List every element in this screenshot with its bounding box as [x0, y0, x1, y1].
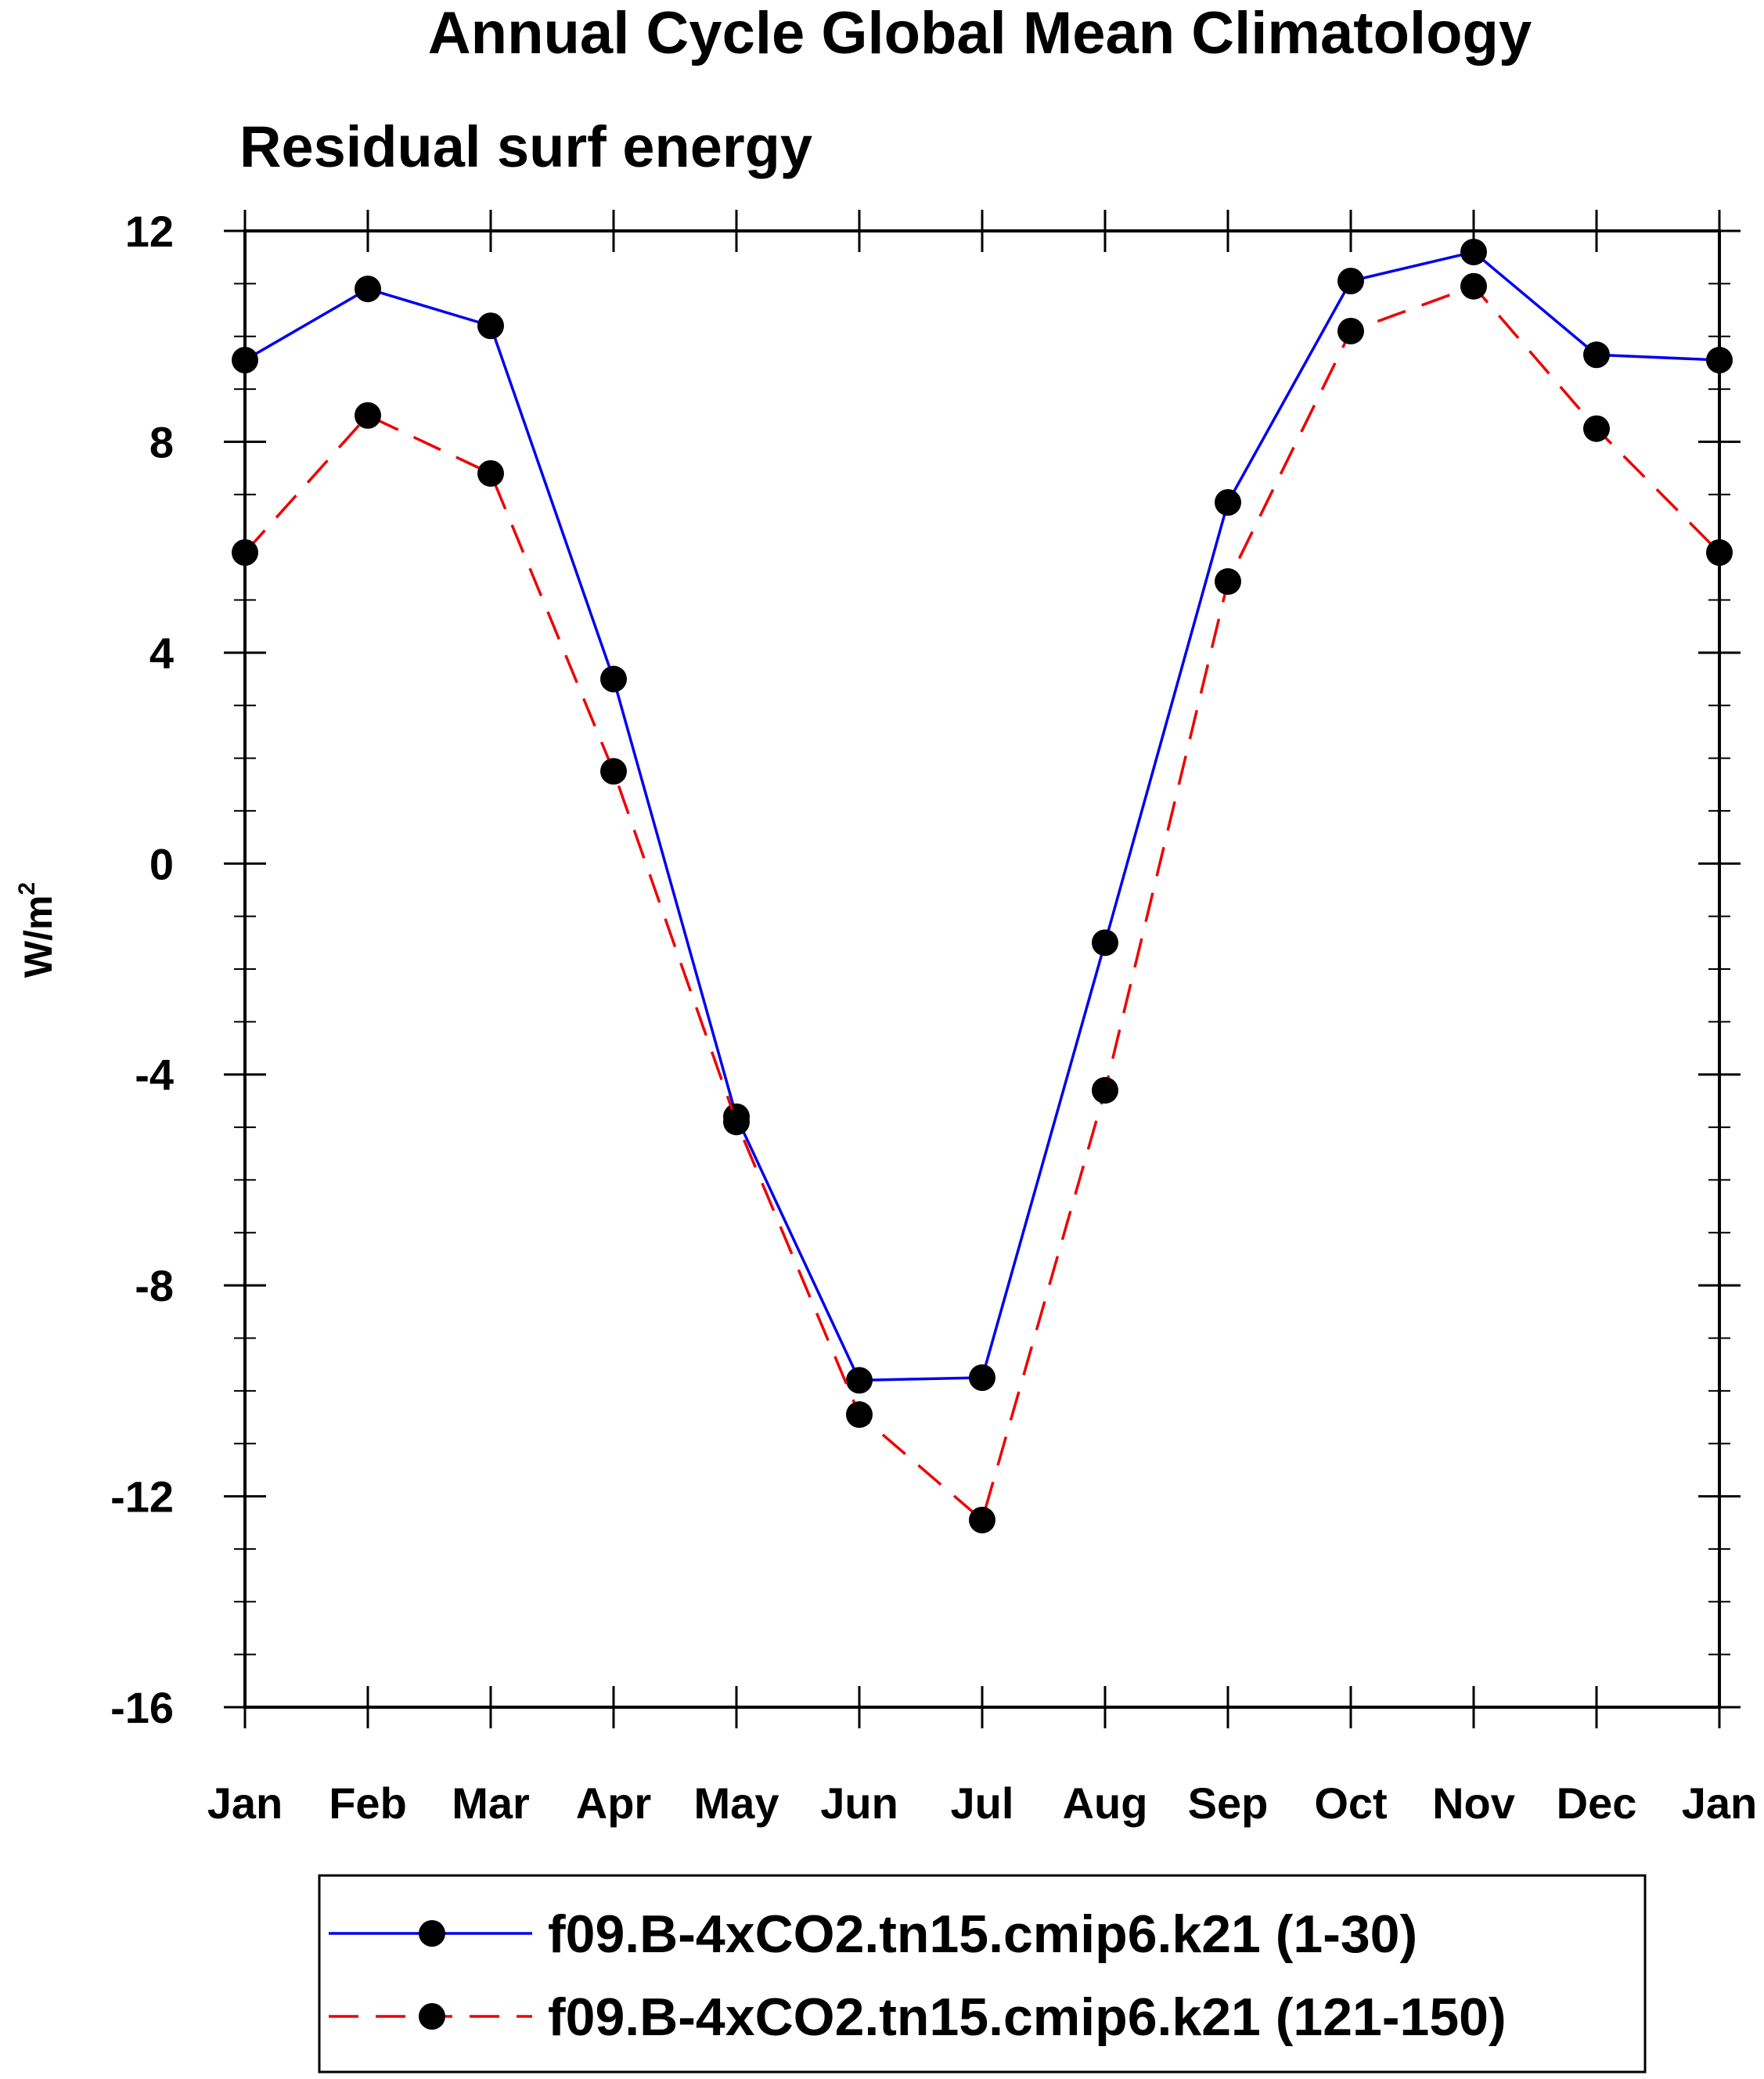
- series-point: [1460, 272, 1487, 300]
- svg-text:W/m2: W/m2: [14, 882, 60, 978]
- series-point: [600, 758, 627, 785]
- x-tick-label: Mar: [452, 1778, 530, 1828]
- series-point: [1337, 267, 1364, 294]
- series-point: [1337, 317, 1364, 344]
- axis-ticks: [224, 210, 1741, 1728]
- legend-marker: [419, 2003, 445, 2030]
- y-tick-labels: 12 8 4 0 -4 -8 -12 -16: [110, 207, 174, 1732]
- x-tick-label: Feb: [329, 1778, 407, 1828]
- series-point: [846, 1401, 873, 1429]
- x-tick-label: Jan: [1682, 1778, 1758, 1828]
- legend-label: f09.B-4xCO2.tn15.cmip6.k21 (121-150): [548, 1987, 1507, 2047]
- x-tick-label: Jun: [820, 1778, 898, 1828]
- y-tick-label: 12: [125, 207, 174, 256]
- plot-series: [232, 238, 1733, 1533]
- x-tick-label: Aug: [1063, 1778, 1148, 1828]
- series-point: [1460, 238, 1487, 265]
- x-tick-label: May: [694, 1778, 779, 1828]
- series-line: [244, 250, 1720, 1382]
- y-tick-label: 0: [149, 839, 174, 888]
- x-tick-label: Sep: [1188, 1778, 1269, 1828]
- y-tick-label: 4: [149, 629, 174, 678]
- y-tick-label: 8: [149, 417, 174, 467]
- x-tick-label: Jul: [951, 1778, 1014, 1828]
- series-point: [1583, 341, 1610, 369]
- series-point: [600, 665, 627, 693]
- chart-subtitle: Residual surf energy: [239, 114, 812, 179]
- y-axis-label-base: W/m: [16, 895, 60, 978]
- x-tick-label: Dec: [1557, 1778, 1637, 1828]
- y-tick-label: -16: [110, 1683, 174, 1732]
- x-tick-label: Oct: [1314, 1778, 1387, 1828]
- series-point: [723, 1108, 750, 1136]
- series-point: [1215, 488, 1241, 516]
- y-tick-label: -12: [110, 1472, 174, 1522]
- series-point: [355, 276, 381, 303]
- x-tick-label: Nov: [1432, 1778, 1515, 1828]
- legend-marker: [419, 1920, 445, 1947]
- legend-label: f09.B-4xCO2.tn15.cmip6.k21 (1-30): [548, 1904, 1417, 1964]
- series-point: [846, 1367, 873, 1394]
- y-tick-label: -4: [135, 1050, 174, 1100]
- series-point: [1092, 1076, 1118, 1104]
- series-point: [477, 312, 504, 340]
- x-tick-labels: Jan Feb Mar Apr May Jun Jul Aug Sep Oct Nov Dec Jan: [207, 1778, 1758, 1828]
- series-point: [969, 1506, 995, 1533]
- series-point: [1583, 415, 1610, 442]
- chart-title: Annual Cycle Global Mean Climatology: [428, 0, 1532, 67]
- legend-box: [318, 1874, 1647, 2074]
- legend-entry: f09.B-4xCO2.tn15.cmip6.k21 (121-150): [329, 1987, 1507, 2047]
- legend: f09.B-4xCO2.tn15.cmip6.k21 (1-30) f09.B-4…: [318, 1874, 1647, 2074]
- x-tick-label: Apr: [576, 1778, 651, 1828]
- series-line: [243, 284, 1721, 1522]
- y-tick-label: -8: [135, 1261, 174, 1310]
- series-point: [355, 402, 381, 429]
- plot-frame: [243, 229, 1721, 1709]
- legend-entry: f09.B-4xCO2.tn15.cmip6.k21 (1-30): [329, 1904, 1417, 1964]
- x-tick-label: Jan: [207, 1778, 283, 1828]
- series-point: [1215, 567, 1241, 595]
- y-axis-label-superscript: 2: [14, 882, 40, 895]
- series-point: [477, 459, 504, 487]
- series-point: [1092, 929, 1118, 957]
- y-axis-label: W/m2: [14, 882, 60, 978]
- series-point: [969, 1364, 995, 1392]
